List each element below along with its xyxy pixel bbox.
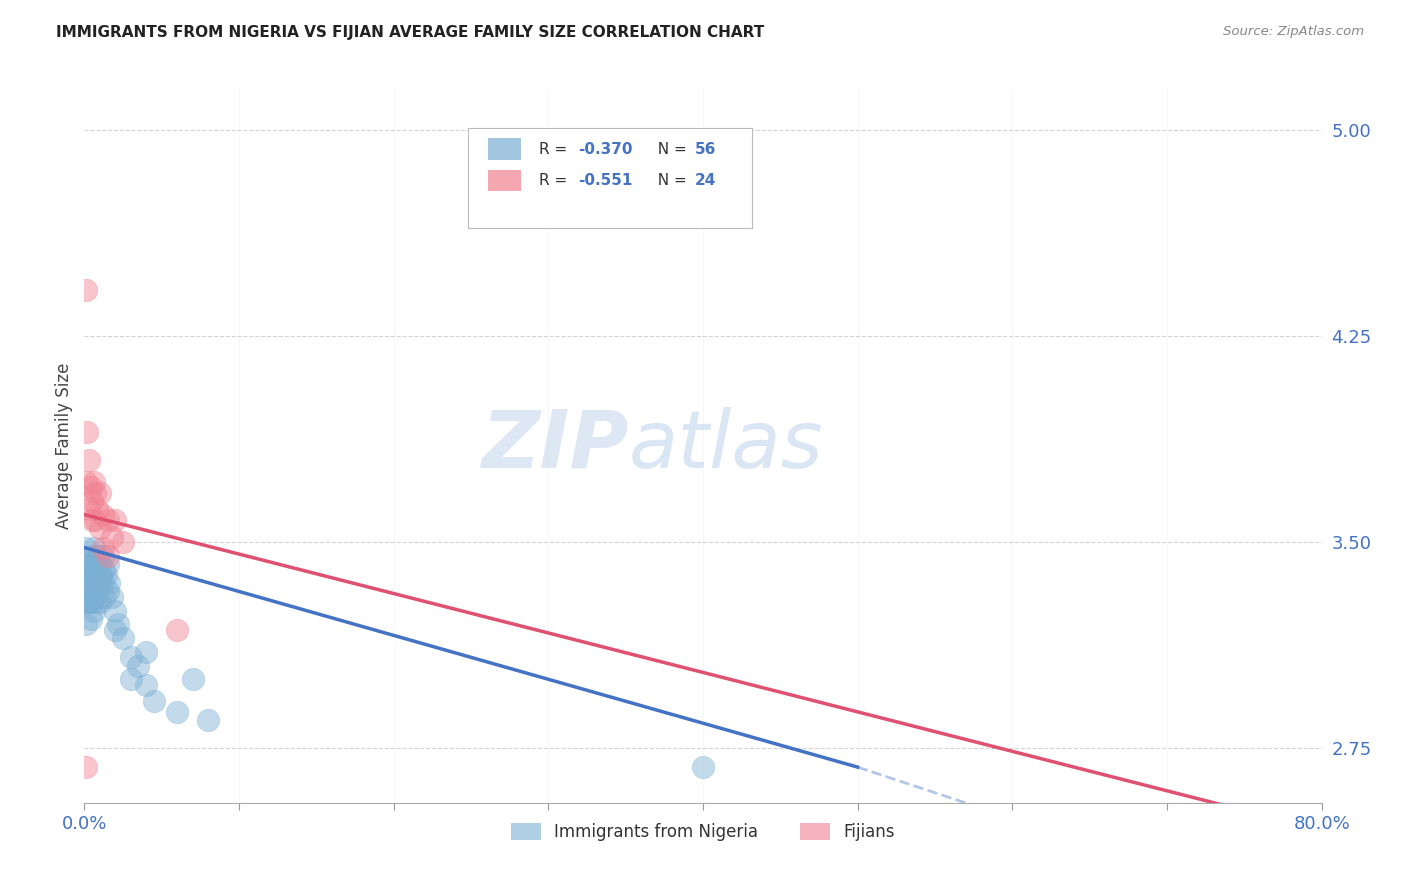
Point (76, 425, 98, 440)
Point (75, 576, 97, 591)
FancyBboxPatch shape (468, 128, 752, 228)
Point (83, 541, 105, 555)
Point (86, 576, 108, 591)
Text: -0.370: -0.370 (578, 142, 633, 157)
Point (181, 673, 204, 687)
Point (84, 485, 107, 500)
Point (79, 568, 101, 582)
Point (91, 541, 114, 555)
Point (112, 631, 135, 645)
Point (93, 562, 115, 576)
Text: 56: 56 (695, 142, 716, 157)
Point (83, 475, 105, 489)
Text: Source: ZipAtlas.com: Source: ZipAtlas.com (1223, 25, 1364, 38)
Point (135, 645, 157, 659)
Point (87, 576, 110, 591)
Point (76, 576, 98, 591)
Point (82, 494, 104, 508)
Point (104, 513, 127, 527)
Point (75, 595, 97, 609)
Point (86, 502, 108, 516)
Text: R =: R = (538, 142, 572, 157)
Point (82, 513, 104, 527)
Point (112, 535, 135, 549)
Point (89, 576, 111, 591)
Point (120, 650, 142, 665)
Point (83, 604, 105, 618)
Point (101, 530, 124, 544)
Point (89, 595, 111, 609)
Point (96, 549, 118, 563)
Point (104, 623, 127, 637)
Point (143, 694, 166, 708)
Point (98, 576, 121, 591)
Text: -0.551: -0.551 (578, 173, 633, 188)
Point (91, 576, 114, 591)
Text: IMMIGRANTS FROM NIGERIA VS FIJIAN AVERAGE FAMILY SIZE CORRELATION CHART: IMMIGRANTS FROM NIGERIA VS FIJIAN AVERAG… (56, 25, 765, 40)
Point (96, 557, 118, 571)
Point (84, 549, 107, 563)
Point (77, 452, 100, 467)
Text: 24: 24 (695, 173, 716, 188)
Point (86, 557, 108, 571)
Point (77, 502, 100, 516)
Point (82, 595, 104, 609)
Point (197, 714, 219, 728)
Point (84, 513, 107, 527)
Text: atlas: atlas (628, 407, 824, 485)
Point (166, 623, 188, 637)
Point (89, 557, 111, 571)
Point (135, 678, 157, 692)
Point (75, 475, 97, 489)
Point (79, 612, 101, 626)
Point (120, 673, 142, 687)
Point (96, 584, 118, 599)
Point (79, 480, 101, 494)
Point (77, 576, 100, 591)
Point (166, 705, 188, 719)
Point (104, 604, 127, 618)
Y-axis label: Average Family Size: Average Family Size (55, 363, 73, 529)
Point (79, 590, 101, 604)
Text: N =: N = (648, 142, 692, 157)
Point (89, 521, 111, 535)
Point (82, 557, 104, 571)
Point (83, 584, 105, 599)
Point (76, 557, 98, 571)
Point (107, 617, 129, 632)
FancyBboxPatch shape (488, 169, 522, 191)
Point (75, 617, 97, 632)
Text: R =: R = (538, 173, 572, 188)
Text: N =: N = (648, 173, 692, 188)
Text: ZIP: ZIP (481, 407, 628, 485)
Point (101, 590, 124, 604)
Point (96, 513, 118, 527)
Point (87, 549, 110, 563)
Point (75, 541, 97, 555)
Point (77, 562, 100, 576)
Point (75, 760, 97, 774)
Point (91, 508, 114, 522)
Legend: Immigrants from Nigeria, Fijians: Immigrants from Nigeria, Fijians (505, 816, 901, 848)
Point (83, 562, 105, 576)
Point (91, 549, 114, 563)
Point (93, 590, 115, 604)
Point (1187, 831, 1209, 846)
Point (90, 568, 112, 582)
FancyBboxPatch shape (488, 138, 522, 160)
Point (79, 549, 101, 563)
Point (76, 595, 98, 609)
Point (127, 658, 149, 673)
Point (82, 576, 104, 591)
Point (86, 595, 108, 609)
Point (84, 568, 107, 582)
Point (84, 590, 107, 604)
Point (75, 283, 97, 297)
Point (89, 485, 111, 500)
Point (692, 760, 714, 774)
Point (94, 568, 117, 582)
Point (77, 595, 100, 609)
